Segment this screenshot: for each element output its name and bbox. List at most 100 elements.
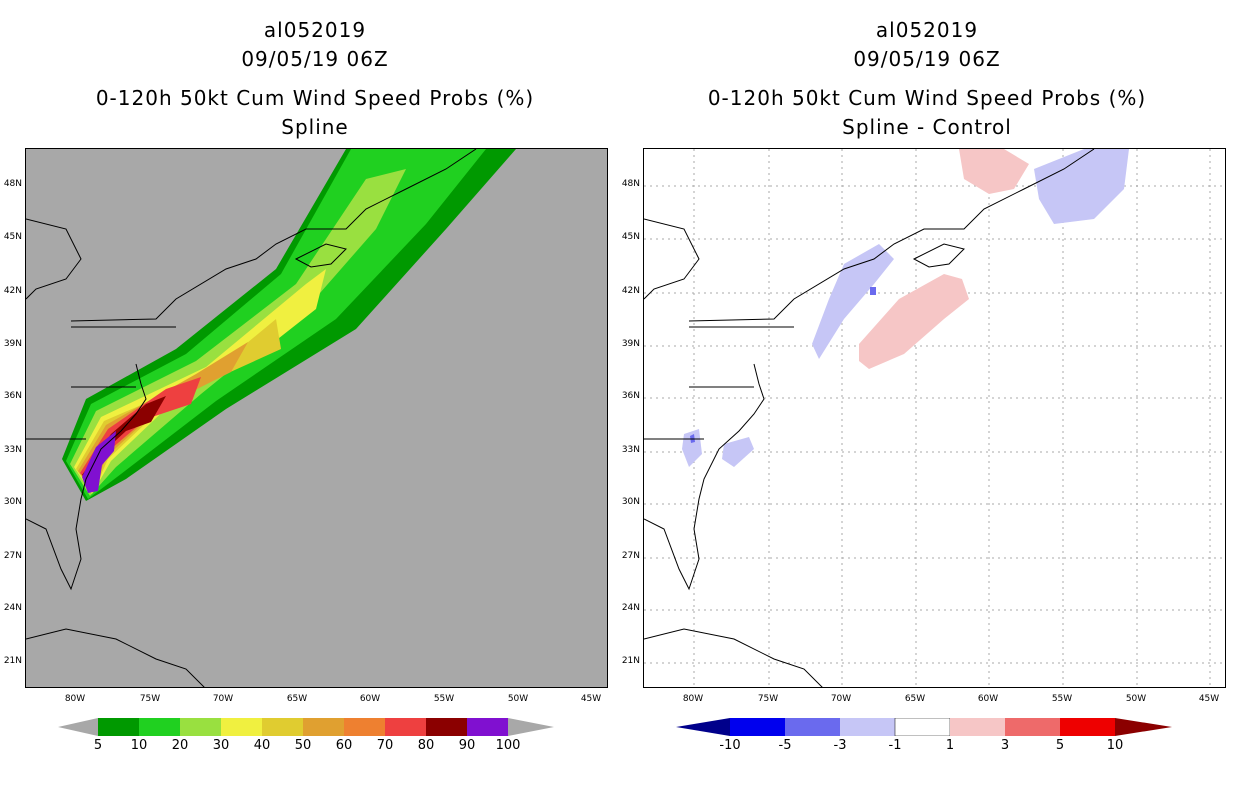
left-cbar-seg <box>221 718 262 736</box>
title-method: Spline - Control <box>842 115 1012 139</box>
title-product: 0-120h 50kt Cum Wind Speed Probs (%) <box>95 86 535 110</box>
lon-label: 50W <box>1125 694 1147 704</box>
left-cbar-seg <box>98 718 139 736</box>
lon-label: 70W <box>830 694 852 704</box>
cbar-label: 70 <box>376 738 394 753</box>
diff-neg-4 <box>722 437 754 467</box>
lat-label: 48N <box>621 179 640 189</box>
right-cbar-seg <box>1005 718 1060 736</box>
cbar-label: -10 <box>719 738 741 753</box>
cbar-label: 1 <box>945 738 955 753</box>
lon-label: 45W <box>1198 694 1220 704</box>
right-map-canvas <box>644 149 1225 687</box>
left-cbar-seg <box>467 718 508 736</box>
cbar-label: 50 <box>294 738 312 753</box>
lat-label: 36N <box>3 391 22 401</box>
swath-100 <box>82 431 116 493</box>
left-map-canvas <box>26 149 516 687</box>
right-cbar-over <box>1115 718 1172 736</box>
lat-label: 45N <box>621 232 640 242</box>
cbar-label: -5 <box>778 738 792 753</box>
left-probability-map <box>25 148 608 688</box>
lon-label: 60W <box>977 694 999 704</box>
left-cbar-seg <box>426 718 467 736</box>
coastlines <box>644 149 1095 687</box>
diff-pos-2 <box>959 149 1029 194</box>
lon-label: 75W <box>757 694 779 704</box>
lon-label: 80W <box>682 694 704 704</box>
cbar-label: -1 <box>888 738 902 753</box>
lat-label: 33N <box>621 445 640 455</box>
lat-label: 48N <box>3 179 22 189</box>
title-datetime: 09/05/19 06Z <box>853 47 1001 71</box>
gridlines <box>644 149 1225 687</box>
right-cbar-seg <box>730 718 785 736</box>
lat-label: 21N <box>621 656 640 666</box>
left-cbar-seg <box>139 718 180 736</box>
right-cbar-under <box>676 718 730 736</box>
lon-label: 75W <box>139 694 161 704</box>
cbar-label: 10 <box>130 738 148 753</box>
diff-neg-1 <box>812 244 894 359</box>
lon-label: 65W <box>286 694 308 704</box>
title-storm-id: al052019 <box>263 18 367 42</box>
right-panel-title: al052019 09/05/19 06Z 0-120h 50kt Cum Wi… <box>627 16 1227 142</box>
lat-label: 42N <box>3 286 22 296</box>
right-colorbar <box>676 718 1172 736</box>
cbar-label: 3 <box>1000 738 1010 753</box>
title-storm-id: al052019 <box>875 18 979 42</box>
lat-label: 21N <box>3 656 22 666</box>
right-difference-map <box>643 148 1226 688</box>
cbar-label: 80 <box>417 738 435 753</box>
lon-label: 65W <box>904 694 926 704</box>
title-datetime: 09/05/19 06Z <box>241 47 389 71</box>
swath-50 <box>78 342 248 491</box>
diff-neg-3 <box>682 429 702 467</box>
lat-label: 24N <box>621 603 640 613</box>
cbar-label: 30 <box>212 738 230 753</box>
left-panel-title: al052019 09/05/19 06Z 0-120h 50kt Cum Wi… <box>15 16 615 142</box>
diff-neg-6 <box>870 287 876 295</box>
lat-label: 27N <box>3 551 22 561</box>
lat-label: 39N <box>3 339 22 349</box>
cbar-label: 10 <box>1106 738 1124 753</box>
cbar-label: -3 <box>833 738 847 753</box>
lon-label: 60W <box>359 694 381 704</box>
cbar-label: 5 <box>93 738 103 753</box>
lat-label: 45N <box>3 232 22 242</box>
right-cbar-seg <box>1060 718 1115 736</box>
lon-label: 80W <box>64 694 86 704</box>
lat-label: 42N <box>621 286 640 296</box>
lon-label: 45W <box>580 694 602 704</box>
cbar-label: 20 <box>171 738 189 753</box>
lat-label: 30N <box>3 497 22 507</box>
right-cbar-seg <box>840 718 895 736</box>
diff-pos-1 <box>859 274 969 369</box>
lon-label: 70W <box>212 694 234 704</box>
lat-label: 24N <box>3 603 22 613</box>
lat-label: 36N <box>621 391 640 401</box>
swath-90 <box>82 396 166 487</box>
cbar-label: 60 <box>335 738 353 753</box>
lat-label: 27N <box>621 551 640 561</box>
right-cbar-seg <box>894 718 951 736</box>
title-method: Spline <box>281 115 349 139</box>
right-cbar-seg <box>785 718 840 736</box>
left-cbar-seg <box>303 718 344 736</box>
left-cbar-seg <box>344 718 385 736</box>
left-cbar-seg <box>180 718 221 736</box>
lon-label: 55W <box>1051 694 1073 704</box>
left-cbar-seg <box>385 718 426 736</box>
diff-neg-2 <box>1034 149 1129 224</box>
lon-label: 55W <box>433 694 455 704</box>
left-cbar-over <box>508 718 554 736</box>
lat-label: 30N <box>621 497 640 507</box>
right-cbar-seg <box>950 718 1005 736</box>
lat-label: 33N <box>3 445 22 455</box>
coastlines <box>26 149 477 687</box>
left-cbar-seg <box>262 718 303 736</box>
lat-label: 39N <box>621 339 640 349</box>
left-colorbar <box>58 718 554 736</box>
left-cbar-under <box>58 718 98 736</box>
cbar-label: 100 <box>495 738 521 753</box>
